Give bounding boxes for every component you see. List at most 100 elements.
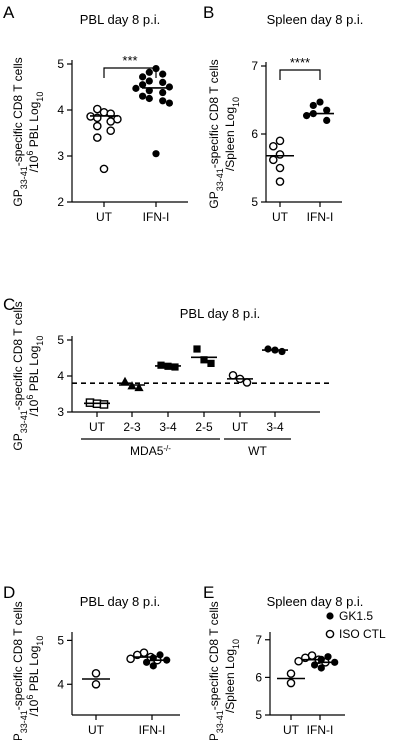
data-point-filled-circle bbox=[159, 78, 167, 86]
panel-title: Spleen day 8 p.i. bbox=[267, 12, 364, 27]
data-point-open-square bbox=[99, 400, 109, 409]
data-point-filled-circle bbox=[323, 116, 331, 124]
panel-letter: A bbox=[3, 3, 15, 22]
y-axis-label-line1: GP33-41-specific CD8 T cells bbox=[207, 59, 225, 208]
y-tick-label: 3 bbox=[57, 405, 64, 419]
y-axis-label: GP33-41-specific CD8 T cells/Spleen Log1… bbox=[207, 601, 241, 740]
panel-title: PBL day 8 p.i. bbox=[180, 306, 260, 321]
panel-title: PBL day 8 p.i. bbox=[80, 12, 160, 27]
x-tick-label: 3-4 bbox=[159, 420, 177, 434]
y-label-text: GP bbox=[11, 189, 25, 206]
data-point-filled-circle bbox=[264, 345, 272, 353]
y-axis-label-line1: GP33-41-specific CD8 T cells bbox=[207, 601, 225, 740]
y-label-text: -specific CD8 T cells bbox=[207, 59, 221, 168]
data-point-filled-circle bbox=[145, 87, 153, 95]
panel-letter: E bbox=[203, 583, 214, 602]
y-label-text: PBL Log bbox=[27, 346, 41, 395]
data-point-open-circle bbox=[228, 370, 238, 380]
panel-a: A PBL day 8 p.i. GP33-41-specific CD8 T ce… bbox=[3, 3, 188, 224]
data-point-open-circle bbox=[93, 133, 102, 142]
data-point-open-circle bbox=[242, 378, 252, 387]
y-label-sub: 33-41 bbox=[215, 710, 225, 733]
data-point-open-circle bbox=[91, 669, 101, 678]
data-point-filled-triangle bbox=[134, 382, 144, 392]
group-label-sup: -/- bbox=[163, 444, 171, 453]
data-point-open-circle bbox=[268, 155, 278, 165]
panel-letter: C bbox=[3, 295, 15, 314]
y-axis-label-line2: /Spleen Log10 bbox=[223, 639, 241, 713]
significance-label: **** bbox=[290, 55, 310, 70]
y-label-sub: 33-41 bbox=[215, 168, 225, 191]
data-point-filled-circle bbox=[139, 81, 147, 89]
significance-bracket bbox=[279, 69, 321, 80]
y-tick-label: 7 bbox=[251, 59, 258, 73]
x-tick-label: UT bbox=[96, 210, 113, 224]
data-point-filled-circle bbox=[317, 664, 325, 672]
group-label: WT bbox=[248, 444, 267, 458]
panel-title: Spleen day 8 p.i. bbox=[267, 594, 364, 609]
y-axis-label: GP33-41-specific CD8 T cells/106 PBL Log… bbox=[11, 301, 45, 450]
y-label-text: /10 bbox=[27, 699, 41, 716]
panel-letter: B bbox=[203, 3, 214, 22]
y-tick-label: 5 bbox=[57, 333, 64, 347]
data-point-filled-circle bbox=[139, 92, 147, 100]
y-tick-label: 5 bbox=[57, 57, 64, 71]
data-point-filled-square bbox=[193, 345, 201, 353]
y-tick-label: 3 bbox=[57, 149, 64, 163]
y-label-sub: 33-41 bbox=[19, 166, 29, 189]
y-label-text: GP bbox=[207, 733, 221, 740]
x-tick-label: UT bbox=[88, 723, 105, 737]
data-point-filled-circle bbox=[145, 77, 153, 85]
y-tick-label: 4 bbox=[57, 677, 64, 691]
y-tick-label: 2 bbox=[57, 195, 64, 209]
data-point-open-circle bbox=[93, 121, 102, 131]
x-tick-label: UT bbox=[283, 723, 300, 737]
y-label-text: GP bbox=[207, 191, 221, 208]
legend-label: GK1.5 bbox=[339, 609, 373, 623]
y-axis-label: GP33-41-specific CD8 T cells/Spleen Log1… bbox=[207, 59, 241, 208]
y-tick-label: 6 bbox=[251, 127, 258, 141]
data-point-filled-circle bbox=[152, 65, 160, 73]
data-point-open-circle bbox=[93, 104, 102, 114]
data-point-filled-circle bbox=[324, 653, 332, 661]
data-point-open-circle bbox=[126, 654, 135, 664]
data-point-filled-circle bbox=[156, 651, 164, 659]
y-label-text: -specific CD8 T cells bbox=[11, 57, 25, 166]
y-label-text: /10 bbox=[27, 399, 41, 416]
y-label-text: /10 bbox=[27, 155, 41, 172]
panel-c: C PBL day 8 p.i. GP33-41-specific CD8 T ce… bbox=[3, 295, 330, 458]
data-point-filled-square bbox=[171, 363, 179, 371]
y-axis-label: GP33-41-specific CD8 T cells/106 PBL Log… bbox=[11, 601, 45, 740]
data-point-filled-circle bbox=[149, 662, 157, 670]
x-tick-label: UT bbox=[272, 210, 289, 224]
data-point-filled-circle bbox=[316, 98, 324, 106]
data-point-filled-circle bbox=[323, 106, 331, 114]
data-point-open-circle bbox=[286, 669, 296, 678]
data-point-filled-circle bbox=[278, 347, 286, 356]
data-point-filled-circle bbox=[159, 97, 167, 105]
y-axis-label-line1: GP33-41-specific CD8 T cells bbox=[11, 301, 29, 450]
y-label-sup: 6 bbox=[25, 151, 35, 156]
data-point-open-circle bbox=[275, 136, 285, 146]
x-tick-label: UT bbox=[232, 420, 249, 434]
data-point-filled-circle bbox=[145, 94, 153, 103]
legend-label: ISO CTL bbox=[339, 627, 386, 641]
y-axis-label-line1: GP33-41-specific CD8 T cells bbox=[11, 601, 29, 740]
y-label-sub: 10 bbox=[231, 97, 241, 107]
group-label-text: WT bbox=[248, 444, 267, 458]
y-label-text: -specific CD8 T cells bbox=[11, 601, 25, 710]
group-label-text: MDA5 bbox=[130, 444, 164, 458]
y-label-text: PBL Log bbox=[27, 646, 41, 695]
y-label-text: GP bbox=[11, 433, 25, 450]
panel-title: PBL day 8 p.i. bbox=[80, 594, 160, 609]
y-axis-label-line2: /Spleen Log10 bbox=[223, 97, 241, 171]
data-point-filled-circle bbox=[311, 661, 319, 669]
data-point-open-circle bbox=[106, 126, 115, 135]
y-tick-label: 6 bbox=[255, 670, 262, 684]
data-point-filled-circle bbox=[309, 101, 317, 110]
legend-marker-open bbox=[325, 629, 335, 639]
y-tick-label: 4 bbox=[57, 103, 64, 117]
y-axis-label-line2: /106 PBL Log10 bbox=[25, 636, 45, 717]
group-label: MDA5-/- bbox=[130, 444, 171, 459]
